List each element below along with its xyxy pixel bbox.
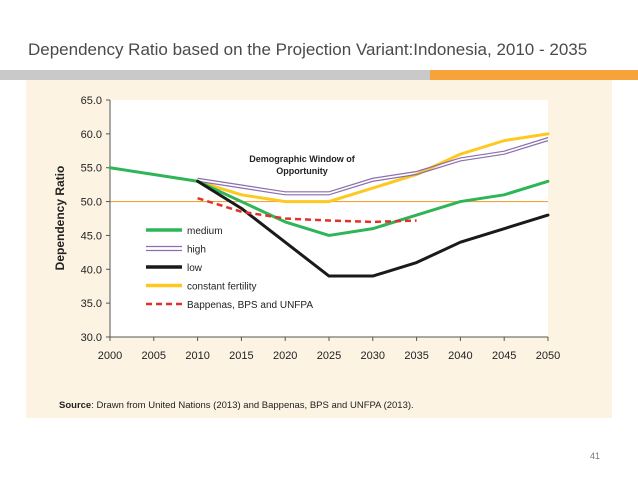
series-line-constant-fertility xyxy=(196,132,550,204)
y-tick-label: 40.0 xyxy=(81,264,102,276)
header-bar-orange xyxy=(430,70,638,80)
page-number: 41 xyxy=(590,451,601,461)
x-tick-label: 2030 xyxy=(361,350,385,362)
y-tick-label: 55.0 xyxy=(81,163,102,175)
y-tick-label: 60.0 xyxy=(81,129,102,141)
plot-area xyxy=(110,100,548,337)
x-tick-label: 2040 xyxy=(448,350,472,362)
y-tick-label: 45.0 xyxy=(81,230,102,242)
x-tick-label: 2035 xyxy=(404,350,428,362)
header-bar-grey xyxy=(0,70,430,80)
y-tick-label: 30.0 xyxy=(81,332,102,344)
x-tick-label: 2025 xyxy=(317,350,341,362)
slide-title: Dependency Ratio based on the Projection… xyxy=(28,40,588,59)
legend-label-low: low xyxy=(187,263,203,274)
legend-label-high: high xyxy=(187,245,206,256)
source-note: Source: Drawn from United Nations (2013)… xyxy=(59,400,414,411)
legend-label-bappenas-bps-and-unfpa: Bappenas, BPS and UNFPA xyxy=(187,300,313,311)
window-annotation: Demographic Window of Opportunity xyxy=(249,154,355,176)
x-tick-label: 2010 xyxy=(185,350,209,362)
series-line-bappenas-bps-and-unfpa xyxy=(197,196,417,224)
y-tick-label: 50.0 xyxy=(81,197,102,209)
legend-label-constant-fertility: constant fertility xyxy=(187,282,256,293)
y-axis-label: Dependency Ratio xyxy=(53,166,67,271)
series-line-high xyxy=(197,140,549,196)
series-line-medium xyxy=(108,166,550,237)
x-tick-label: 2045 xyxy=(492,350,516,362)
source-label: Source xyxy=(59,400,92,411)
y-tick-label: 65.0 xyxy=(81,95,102,107)
x-tick-label: 2015 xyxy=(229,350,253,362)
series-line-high-upper xyxy=(197,137,549,193)
x-tick-label: 2020 xyxy=(273,350,297,362)
x-tick-label: 2005 xyxy=(142,350,166,362)
source-text: : Drawn from United Nations (2013) and B… xyxy=(91,400,414,411)
x-tick-label: 2050 xyxy=(536,350,560,362)
legend-label-medium: medium xyxy=(187,226,223,237)
x-tick-label: 2000 xyxy=(98,350,122,362)
y-tick-label: 35.0 xyxy=(81,298,102,310)
series-line-low xyxy=(196,179,550,278)
